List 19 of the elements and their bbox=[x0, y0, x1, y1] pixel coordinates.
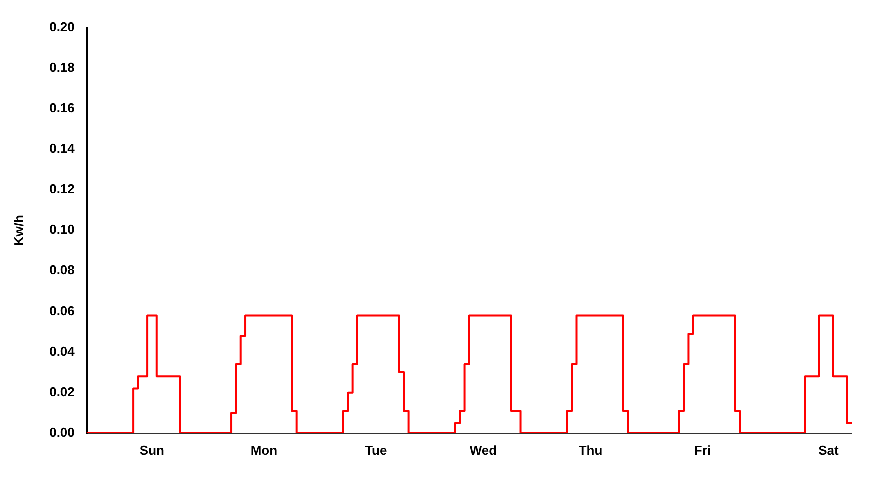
x-tick-label: Mon bbox=[250, 442, 278, 458]
y-tick-label: 0.20 bbox=[50, 19, 75, 34]
y-tick-label: 0.16 bbox=[50, 100, 75, 116]
x-tick-label: Wed bbox=[470, 442, 498, 458]
y-axis-title: Kw/h bbox=[11, 215, 26, 246]
y-tick-label: 0.12 bbox=[50, 182, 75, 197]
y-tick-label: 0.00 bbox=[50, 424, 75, 440]
y-tick-label: 0.10 bbox=[50, 222, 75, 238]
y-tick-label: 0.18 bbox=[50, 60, 75, 75]
y-tick-label: 0.02 bbox=[50, 384, 75, 400]
x-tick-label: Thu bbox=[578, 442, 603, 458]
x-tick-label: Sat bbox=[818, 442, 840, 458]
x-tick-label: Fri bbox=[694, 442, 712, 458]
y-tick-label: 0.14 bbox=[50, 141, 76, 156]
y-tick-label: 0.08 bbox=[50, 262, 75, 278]
y-tick-label: 0.04 bbox=[50, 344, 76, 359]
x-tick-label: Sun bbox=[140, 442, 165, 458]
y-tick-label: 0.06 bbox=[50, 303, 75, 318]
x-tick-label: Tue bbox=[365, 442, 388, 458]
